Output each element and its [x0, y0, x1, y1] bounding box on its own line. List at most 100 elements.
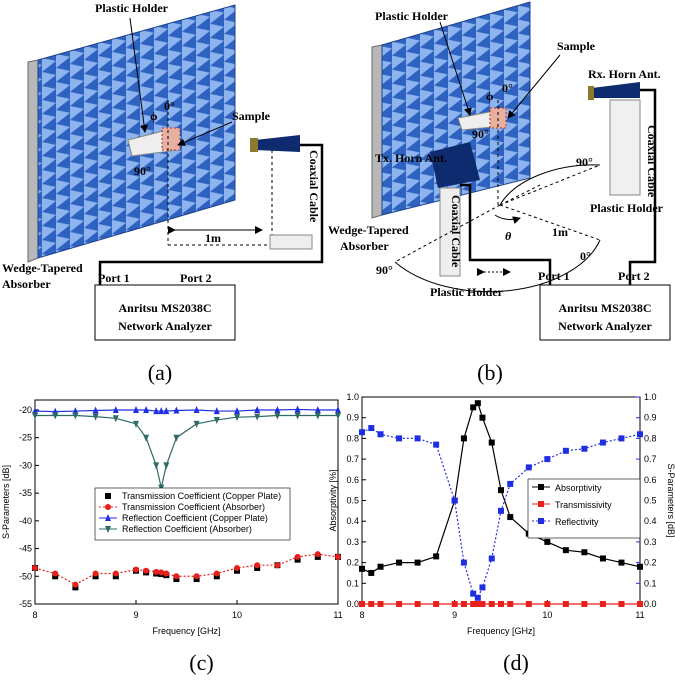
y2-axis-label: S-Parameters [dB] [666, 463, 675, 537]
marker [637, 431, 643, 438]
label: 1m [552, 225, 568, 239]
marker [538, 484, 544, 490]
y-tick-label: 0.9 [346, 413, 359, 423]
marker [193, 573, 200, 580]
marker [368, 569, 375, 576]
label: θ [505, 229, 512, 243]
label: ϕ [486, 89, 494, 103]
cable [98, 143, 324, 290]
marker [460, 435, 467, 442]
label: Wedge-Tapered [328, 223, 409, 237]
legend-label: Absorptivity [555, 483, 602, 493]
y-axis-label: Absorptivity [%] [328, 469, 338, 531]
label: Sample [557, 39, 596, 53]
label: Rx. Horn Ant. [588, 67, 661, 81]
marker [314, 412, 321, 420]
y-tick-label: 0.7 [346, 454, 359, 464]
label: Absorber [2, 277, 51, 291]
label: Port 2 [618, 269, 650, 283]
marker [105, 504, 111, 510]
marker [433, 441, 440, 448]
marker [314, 405, 321, 413]
marker [460, 601, 467, 607]
charts: -20-25-30-35-40-45-50-558 9 10 11Transmissi… [1, 392, 675, 675]
marker [254, 562, 261, 569]
y-tick-label: 0.3 [346, 537, 359, 547]
absorber-base [27, 59, 39, 263]
marker [112, 405, 119, 413]
marker [377, 431, 384, 438]
label: Tx. Horn Ant. [375, 151, 447, 165]
marker [460, 559, 467, 566]
marker [143, 405, 150, 413]
marker [92, 413, 99, 421]
marker [359, 429, 365, 436]
marker [213, 570, 220, 577]
label: Plastic Holder [430, 285, 504, 299]
marker [377, 601, 384, 607]
marker [193, 405, 200, 413]
marker [32, 407, 38, 415]
marker [507, 601, 514, 607]
legend-label: Reflection Coefficient (Absorber) [122, 524, 252, 534]
cable [460, 183, 552, 290]
x-tick-label: 9 [133, 610, 138, 620]
marker [153, 407, 160, 415]
marker [72, 412, 79, 420]
marker [414, 601, 421, 607]
label: Absorber [340, 239, 389, 253]
label: 1m [205, 231, 221, 245]
x-axis-label: Frequency [GHz] [467, 626, 535, 636]
y2-tick-label: 0.6 [644, 475, 657, 485]
marker [234, 564, 240, 571]
marker [274, 412, 281, 420]
marker [158, 407, 165, 415]
arrow [507, 54, 561, 119]
marker [562, 547, 569, 554]
y2-tick-label: 0.7 [644, 454, 657, 464]
x-tick-label: 11 [333, 610, 342, 620]
series-line [34, 408, 338, 413]
marker [133, 405, 139, 413]
marker [92, 406, 99, 414]
marker [368, 601, 375, 607]
cable [628, 88, 657, 290]
marker [133, 420, 139, 428]
marker [173, 406, 180, 414]
marker [544, 538, 551, 545]
marker [105, 514, 111, 521]
marker [474, 400, 481, 407]
marker [525, 464, 532, 471]
y-tick-label: -25 [19, 433, 32, 443]
marker [213, 407, 220, 415]
label: Plastic Holder [590, 201, 664, 215]
legend-label: Reflection Coefficient (Copper Plate) [122, 513, 268, 523]
marker [193, 420, 200, 428]
marker [143, 567, 150, 574]
marker [618, 601, 625, 607]
network-analyzer [539, 284, 671, 341]
x-tick-label: 10 [232, 610, 242, 620]
marker [414, 435, 421, 442]
marker [153, 462, 160, 470]
marker [498, 487, 504, 494]
label: Plastic Holder [95, 1, 169, 15]
label: Port 2 [180, 271, 212, 285]
marker [479, 601, 486, 607]
label: 0° [502, 81, 513, 95]
series-line [34, 553, 339, 586]
label: Coaxial Cable [307, 150, 321, 223]
marker [637, 601, 643, 607]
marker [433, 601, 440, 607]
y2-tick-label: 0.5 [644, 496, 657, 506]
y-tick-label: 0.6 [346, 475, 359, 485]
label: 90° [134, 164, 151, 178]
legend-box [94, 487, 291, 541]
marker [234, 414, 240, 422]
x-tick-label: 9 [452, 610, 457, 620]
y-tick-label: -30 [19, 460, 32, 470]
series-line [35, 414, 338, 488]
y2-tick-label: 0.3 [644, 537, 657, 547]
marker [163, 462, 170, 470]
